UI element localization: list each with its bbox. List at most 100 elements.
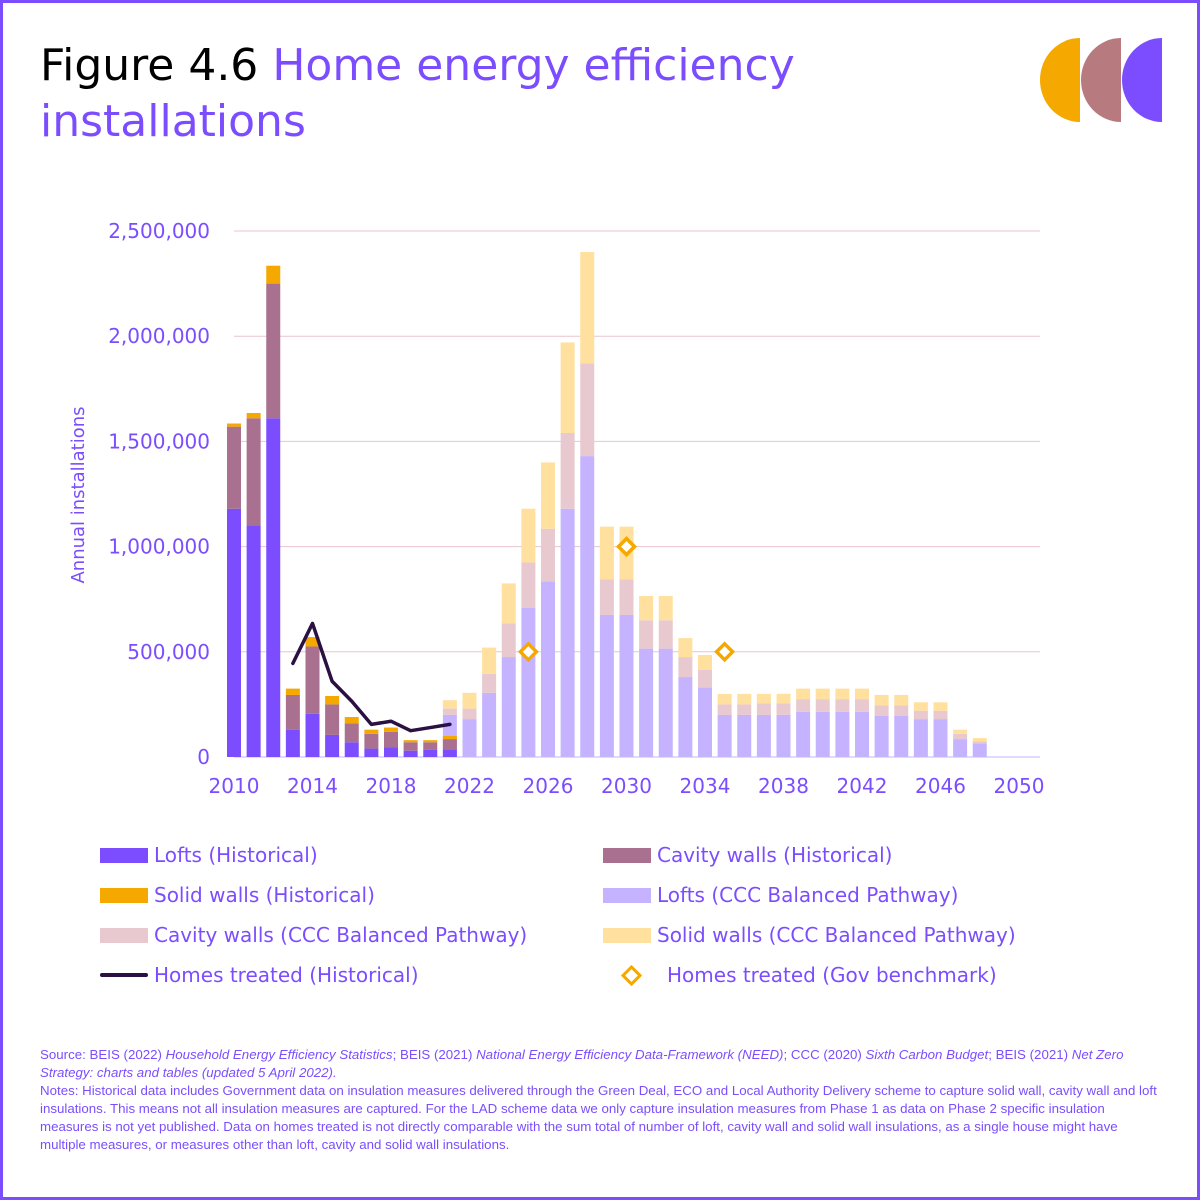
pathway-cavity-bar xyxy=(874,705,889,716)
historical-cavity-bar xyxy=(325,704,340,735)
pathway-solid-bar xyxy=(737,693,752,705)
pathway-cavity-bar xyxy=(442,708,457,715)
pathway-lofts-bar xyxy=(501,657,516,757)
legend-homes-historical: Homes treated (Historical) xyxy=(100,963,419,987)
historical-cavity-bar xyxy=(285,694,300,730)
legend-lofts-ccc: Lofts (CCC Balanced Pathway) xyxy=(603,883,958,907)
legend-cavity-historical: Cavity walls (Historical) xyxy=(603,843,892,867)
bars xyxy=(227,252,987,757)
x-tick-label: 2010 xyxy=(209,774,260,798)
legend-label: Lofts (Historical) xyxy=(154,843,318,867)
legend-swatch xyxy=(603,847,651,863)
logo-arc-purple xyxy=(1122,38,1162,122)
historical-cavity-bar xyxy=(344,723,359,743)
pathway-solid-bar xyxy=(717,693,732,705)
figure-title: Figure 4.6 Home energy efficiency instal… xyxy=(40,38,940,150)
legend-solid-historical: Solid walls (Historical) xyxy=(100,883,375,907)
historical-solid-bar xyxy=(403,740,418,743)
pathway-lofts-bar xyxy=(580,456,595,757)
figure-label: Figure 4.6 xyxy=(40,40,259,91)
pathway-cavity-bar xyxy=(501,623,516,658)
pathway-lofts-bar xyxy=(796,711,811,757)
homes-treated-line xyxy=(291,621,452,733)
legend-label: Solid walls (CCC Balanced Pathway) xyxy=(657,923,1016,947)
pathway-cavity-bar xyxy=(462,708,477,720)
pathway-solid-bar xyxy=(482,647,497,674)
historical-solid-bar xyxy=(305,637,320,647)
pathway-lofts-bar xyxy=(560,508,575,757)
legend-swatch xyxy=(100,927,148,943)
historical-cavity-bar xyxy=(423,742,438,750)
pathway-solid-bar xyxy=(462,692,477,709)
pathway-lofts-bar xyxy=(776,714,791,757)
pathway-cavity-bar xyxy=(639,620,654,649)
x-tick-label: 2042 xyxy=(837,774,888,798)
pathway-lofts-bar xyxy=(717,714,732,757)
source-notes: Source: BEIS (2022) Household Energy Eff… xyxy=(40,1046,1165,1154)
benchmark-markers xyxy=(517,536,736,663)
pathway-lofts-bar xyxy=(599,614,614,757)
pathway-solid-bar xyxy=(756,693,771,704)
pathway-cavity-bar xyxy=(560,432,575,509)
source-italic: Household Energy Efficiency Statistics xyxy=(165,1047,393,1062)
legend-label: Homes treated (Gov benchmark) xyxy=(667,963,997,987)
pathway-cavity-bar xyxy=(855,699,869,712)
pathway-cavity-bar xyxy=(756,703,771,715)
historical-lofts-bar xyxy=(266,418,281,757)
historical-lofts-bar xyxy=(364,748,379,757)
pathway-solid-bar xyxy=(501,583,516,624)
pathway-solid-bar xyxy=(639,596,654,621)
y-tick-label: 1,000,000 xyxy=(108,535,210,559)
pathway-lofts-bar xyxy=(698,687,712,757)
historical-lofts-bar xyxy=(305,713,320,757)
pathway-cavity-bar xyxy=(796,699,811,712)
source-text: Source: BEIS (2022) xyxy=(40,1047,166,1062)
pathway-lofts-bar xyxy=(874,715,889,757)
ccc-logo xyxy=(1040,38,1162,122)
pathway-lofts-bar xyxy=(953,739,968,757)
pathway-solid-bar xyxy=(894,694,909,706)
historical-cavity-bar xyxy=(364,733,379,749)
pathway-solid-bar xyxy=(658,596,673,621)
pathway-lofts-bar xyxy=(913,719,928,757)
pathway-cavity-bar xyxy=(482,673,497,693)
x-tick-label: 2034 xyxy=(680,774,731,798)
pathway-solid-bar xyxy=(835,688,850,700)
pathway-lofts-bar xyxy=(835,711,850,757)
pathway-lofts-bar xyxy=(521,607,536,757)
historical-lofts-bar xyxy=(344,742,359,757)
pathway-cavity-bar xyxy=(521,562,536,608)
historical-solid-bar xyxy=(364,729,379,734)
historical-cavity-bar xyxy=(266,283,281,419)
pathway-lofts-bar xyxy=(737,714,752,757)
pathway-lofts-bar xyxy=(482,692,497,757)
pathway-cavity-bar xyxy=(933,710,948,720)
pathway-lofts-bar xyxy=(756,714,771,757)
legend-swatch xyxy=(100,847,148,863)
pathway-solid-bar xyxy=(698,654,712,670)
pathway-lofts-bar xyxy=(462,719,477,757)
gridlines xyxy=(234,230,1040,758)
legend-line-swatch xyxy=(100,973,148,977)
pathway-lofts-bar xyxy=(658,648,673,757)
y-tick-label: 0 xyxy=(197,745,210,769)
historical-cavity-bar xyxy=(403,742,418,751)
legend-swatch xyxy=(100,887,148,903)
x-tick-label: 2018 xyxy=(366,774,417,798)
historical-lofts-bar xyxy=(325,734,340,757)
historical-solid-bar xyxy=(344,717,359,724)
y-tick-label: 2,000,000 xyxy=(108,324,210,348)
pathway-cavity-bar xyxy=(913,710,928,720)
pathway-solid-bar xyxy=(599,526,614,580)
source-italic: National Energy Efficiency Data-Framewor… xyxy=(476,1047,784,1062)
y-axis-label: Annual installations xyxy=(68,406,89,583)
source-text: ; BEIS (2021) xyxy=(392,1047,477,1062)
x-tick-label: 2026 xyxy=(523,774,574,798)
gov-benchmark-marker xyxy=(616,536,637,558)
historical-cavity-bar xyxy=(246,418,261,526)
source-text: ; BEIS (2021) xyxy=(988,1047,1072,1062)
pathway-cavity-bar xyxy=(541,528,555,582)
logo-arc-orange xyxy=(1040,38,1080,122)
gov-benchmark-marker xyxy=(517,641,539,663)
pathway-lofts-bar xyxy=(541,581,555,757)
